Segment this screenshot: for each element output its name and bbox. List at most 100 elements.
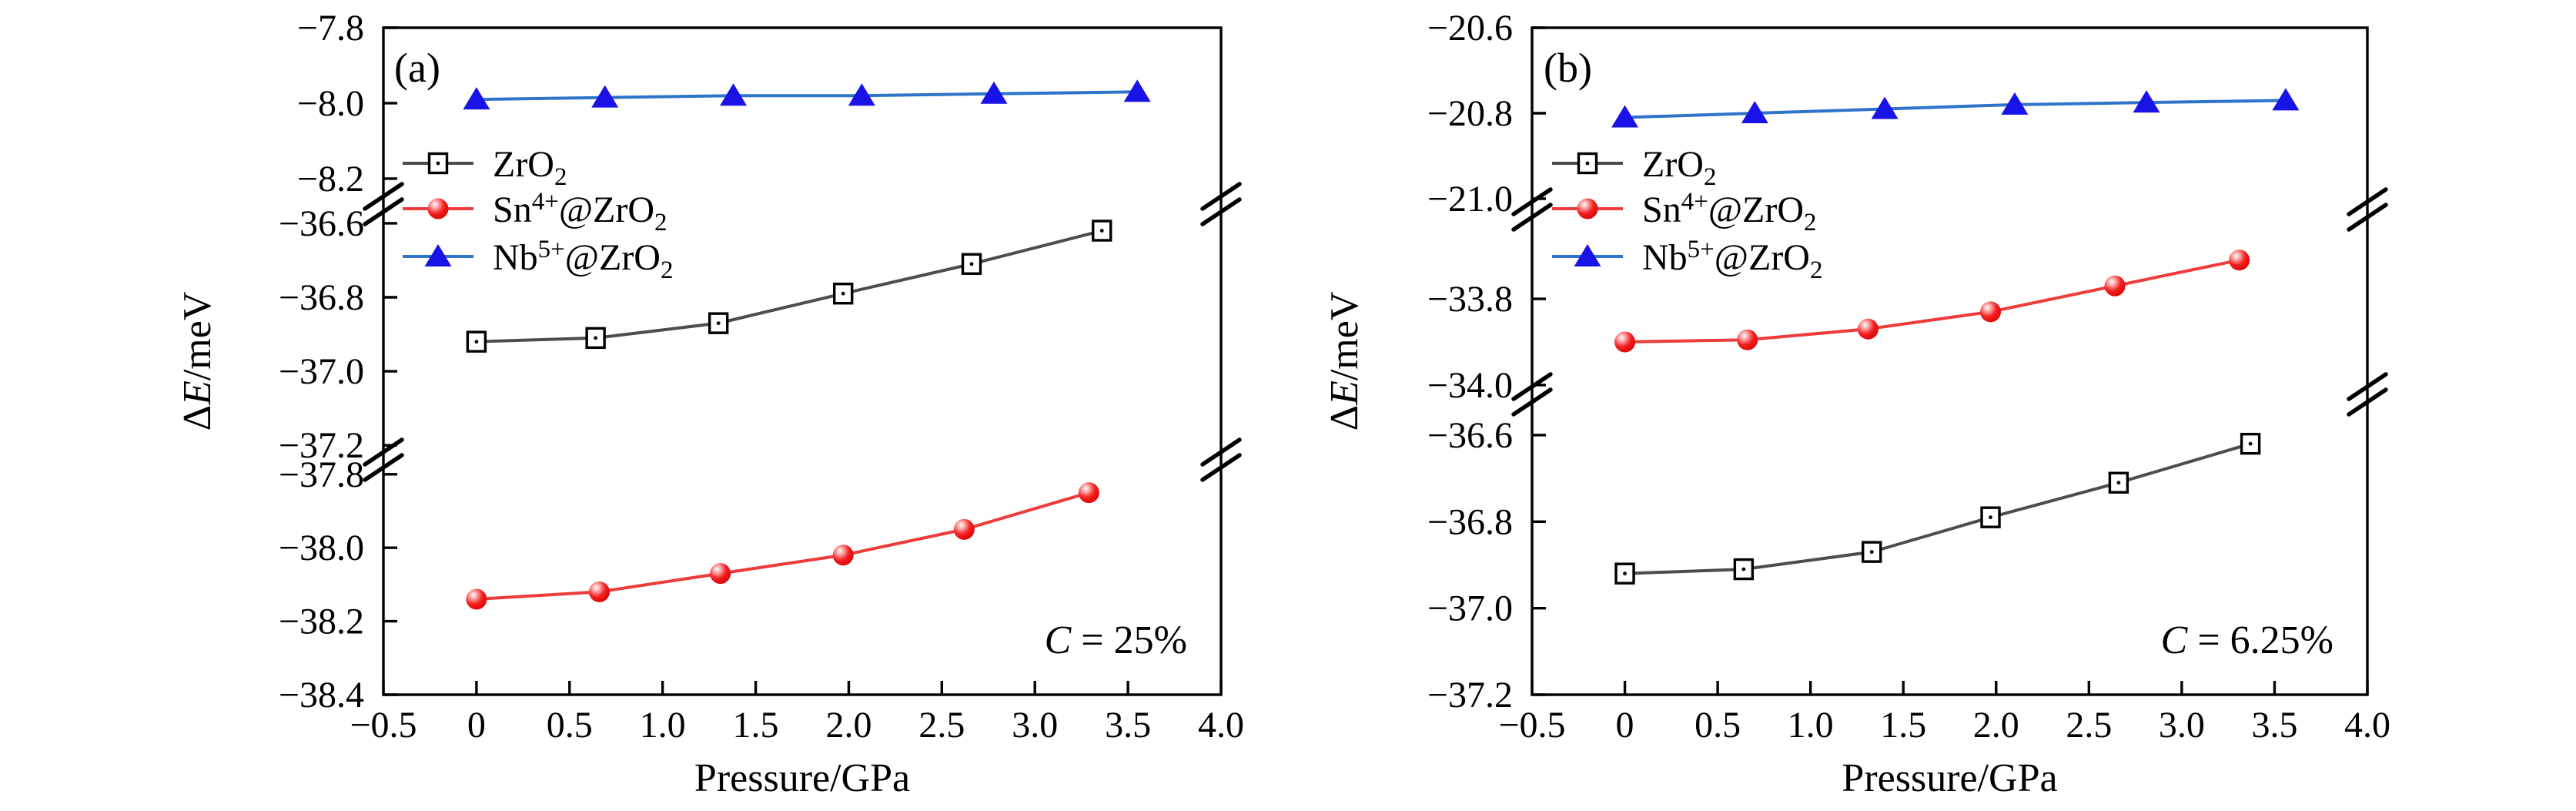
y-tick-label: −37.0 (1427, 588, 1513, 629)
y-tick-label: −20.8 (1427, 93, 1513, 134)
series-line-sn4-zro2 (1623, 258, 2241, 344)
x-tick-label: 0 (467, 705, 486, 746)
x-tick-label: 2.0 (825, 705, 871, 746)
legend-item-sn4-zro2: Sn4+@ZrO2 (403, 188, 667, 236)
y-tick-label: −20.6 (1427, 8, 1513, 49)
legend-item-nb5-zro2: Nb5+@ZrO2 (403, 236, 673, 284)
marker-circle (1980, 301, 2002, 323)
marker-square (427, 152, 449, 175)
y-tick-label: −38.4 (279, 675, 364, 715)
x-tick-label: 3.0 (2159, 705, 2205, 746)
x-tick-label: 3.5 (1105, 705, 1151, 746)
x-tick-label: 4.0 (1198, 705, 1244, 746)
y-tick-label: −8.0 (297, 83, 364, 124)
marker-triangle (1611, 105, 1639, 128)
axis-frame (1531, 26, 2369, 696)
x-tick-label: −0.5 (1498, 705, 1565, 746)
annotation: C = 25% (1045, 618, 1187, 662)
marker-circle (1577, 198, 1598, 220)
x-tick-label: 4.0 (2344, 705, 2390, 746)
marker-square (466, 330, 487, 353)
marker-triangle (980, 81, 1008, 104)
x-tick-label: 1.0 (640, 705, 686, 746)
marker-triangle (1574, 244, 1601, 266)
series-nb5-zro2 (1611, 88, 2300, 128)
y-tick-label: −37.0 (279, 351, 364, 392)
marker-square (2108, 471, 2129, 494)
x-tick-label: 2.0 (1973, 705, 2019, 746)
y-tick-label: −8.2 (297, 159, 364, 199)
marker-triangle (2001, 92, 2029, 115)
series-line-nb5-zro2 (474, 90, 1139, 102)
x-tick-label: 3.0 (1012, 705, 1058, 746)
marker-triangle (1741, 101, 1768, 124)
legend-label-zro2: ZrO2 (493, 144, 567, 191)
panel-label: (b) (1544, 45, 1592, 91)
y-tick-label: −34.0 (1427, 365, 1513, 406)
series-zro2 (466, 220, 1112, 353)
marker-circle (2229, 250, 2250, 271)
marker-circle (588, 581, 610, 602)
marker-circle (2104, 275, 2126, 297)
marker-triangle (848, 83, 875, 106)
y-tick-label: −38.2 (279, 602, 364, 642)
axis-break-icon (1511, 372, 1553, 417)
marker-triangle (2133, 90, 2160, 113)
y-tick-label: −37.2 (1427, 675, 1513, 715)
y-tick-label: −21.0 (1427, 179, 1513, 220)
marker-circle (710, 563, 731, 585)
legend-label-zro2: ZrO2 (1642, 144, 1716, 191)
axis-break-icon (1200, 182, 1242, 226)
marker-circle (1737, 329, 1758, 350)
series-zro2 (1614, 432, 2261, 585)
marker-circle (1857, 318, 1878, 340)
panel-label: (a) (394, 45, 440, 91)
x-axis-title: Pressure/GPa (1842, 756, 2057, 800)
marker-triangle (424, 244, 452, 266)
y-tick-label: −36.6 (1427, 415, 1513, 456)
legend-label-nb5-zro2: Nb5+@ZrO2 (493, 236, 673, 284)
series-line-zro2 (474, 229, 1104, 344)
y-tick-label: −38.0 (279, 528, 364, 568)
marker-triangle (720, 83, 748, 106)
axis-break-icon (363, 182, 404, 226)
series-sn4-zro2 (1614, 250, 2250, 353)
legend-item-sn4-zro2: Sn4+@ZrO2 (1552, 188, 1817, 236)
y-tick-label: −36.6 (279, 203, 364, 244)
marker-square (1733, 558, 1755, 581)
y-axis-title: ΔE/meV (176, 292, 219, 431)
annotation: C = 6.25% (2161, 618, 2333, 662)
marker-square (585, 327, 606, 350)
x-axis-title: Pressure/GPa (694, 756, 910, 800)
series-line-sn4-zro2 (474, 491, 1091, 601)
x-tick-label: 0.5 (1694, 705, 1741, 746)
series-line-zro2 (1623, 442, 2253, 575)
marker-circle (466, 588, 487, 610)
x-tick-label: 1.5 (733, 705, 779, 746)
marker-triangle (1871, 96, 1899, 119)
y-axis-title: ΔE/meV (1323, 292, 1367, 431)
series-line-nb5-zro2 (1623, 99, 2287, 119)
marker-circle (1614, 331, 1636, 353)
marker-circle (953, 518, 975, 540)
panel-b: −0.5 0 0.5 1.0 1.5 2.0 2.5 3.0 3.5 4.0 −20.6 −20.8 −… (1323, 8, 2390, 800)
series-sn4-zro2 (466, 482, 1099, 610)
marker-square (2240, 432, 2261, 455)
marker-square (832, 282, 854, 305)
axis-break-icon (363, 437, 404, 482)
x-tick-label: 2.5 (2066, 705, 2112, 746)
x-tick-label: 1.0 (1788, 705, 1834, 746)
marker-circle (832, 545, 854, 566)
marker-square (1614, 562, 1635, 585)
marker-circle (427, 198, 449, 220)
x-tick-label: 0.5 (547, 705, 593, 746)
axis-frame (382, 26, 1223, 696)
marker-square (961, 253, 982, 275)
series-nb5-zro2 (463, 79, 1151, 110)
y-tick-label: −37.2 (279, 425, 364, 466)
legend-item-nb5-zro2: Nb5+@ZrO2 (1552, 236, 1822, 284)
legend-label-sn4-zro2: Sn4+@ZrO2 (1642, 188, 1817, 236)
legend-label-sn4-zro2: Sn4+@ZrO2 (493, 188, 667, 236)
marker-square (1577, 152, 1598, 175)
